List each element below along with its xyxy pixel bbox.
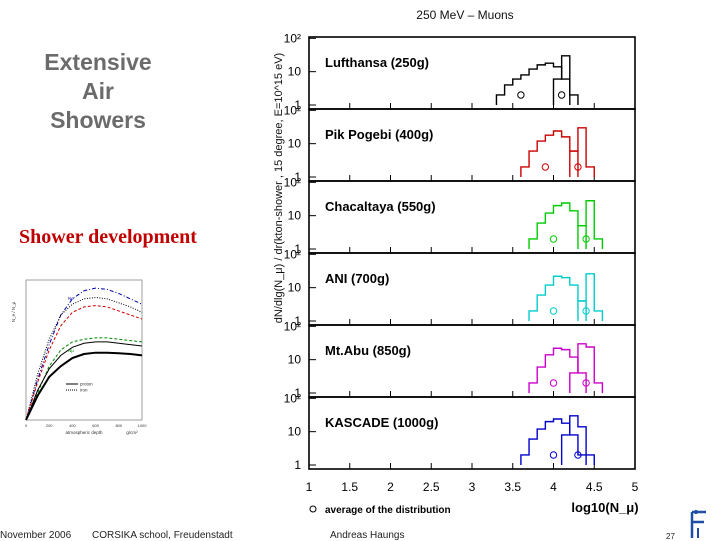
- y-tick-label: 10: [288, 425, 302, 439]
- thumb-legend-label: proton: [80, 382, 93, 387]
- section-label: Shower development: [19, 226, 197, 248]
- page-number: 27: [666, 532, 675, 541]
- average-marker: [574, 163, 582, 171]
- x-tick-label: 4: [550, 480, 557, 494]
- y-tick-label: 1: [294, 98, 301, 112]
- histogram-series-1: [495, 62, 571, 105]
- panel-1: 1 10 10² Lufthansa (250g): [284, 31, 636, 112]
- thumb-series-1: [25, 287, 143, 421]
- thumb-x-tick-label: 600: [92, 423, 99, 428]
- y-tick-label: 1: [294, 314, 301, 328]
- y-tick-label: 10: [288, 209, 302, 223]
- thumb-series-2: [25, 296, 143, 421]
- histogram-series-1: [520, 130, 579, 177]
- y-tick-label: 10²: [284, 175, 301, 189]
- y-tick-label: 1: [294, 242, 301, 256]
- y-tick-label: 1: [294, 386, 301, 400]
- histogram-series-2: [560, 415, 595, 465]
- legend-label: average of the distribution: [325, 505, 451, 516]
- x-tick-label: 2: [387, 480, 394, 494]
- panel-label: KASCADE (1000g): [325, 415, 438, 430]
- y-tick-label: 10: [288, 353, 302, 367]
- y-tick-label: 10: [288, 65, 302, 79]
- slide-title: Extensive Air Showers: [44, 49, 152, 133]
- histogram-series-2: [552, 55, 579, 105]
- shower-development-thumbnail-chart: 0 200 400 600 800 1000 atmospheric depth g/cm² N…: [11, 279, 148, 435]
- thumb-frame: [25, 279, 143, 421]
- y-axis-label: dN/dlg(N_μ) / dr(kton-shower , 15 degree…: [273, 53, 285, 323]
- y-tick-label: 1: [294, 170, 301, 184]
- panel-6: 1 10 10² KASCADE (1000g): [284, 391, 636, 472]
- histogram-series-1: [528, 202, 587, 249]
- panel-2: 1 10 10² Pik Pogebi (400g): [284, 103, 636, 184]
- average-marker: [582, 379, 590, 387]
- thumb-series-5: [25, 341, 143, 421]
- average-marker: [549, 379, 558, 387]
- chart-title: 250 MeV – Muons: [416, 8, 513, 22]
- thumb-x-label: atmospheric depth: [65, 430, 103, 435]
- y-tick-label: 10²: [284, 103, 301, 117]
- x-tick-label: 5: [632, 480, 639, 494]
- x-tick-label: 3.5: [504, 480, 521, 494]
- x-tick-label: 4.5: [586, 480, 603, 494]
- panel-frame: [308, 36, 636, 110]
- muon-histogram-chart: 250 MeV – Muons dN/dlg(N_μ) / dr(kton-sho…: [273, 8, 639, 516]
- panel-5: 1 10 10² Mt.Abu (850g): [284, 319, 636, 400]
- thumb-y-label: N_e / N_μ: [11, 301, 16, 322]
- y-tick-label: 10²: [284, 391, 301, 405]
- thumb-x-tick-label: 0: [25, 423, 28, 428]
- x-tick-label: 1: [306, 480, 313, 494]
- x-axis-label: log10(N_μ): [571, 500, 638, 515]
- y-tick-label: 10²: [284, 319, 301, 333]
- panel-label: Chacaltaya (550g): [325, 199, 436, 214]
- y-tick-label: 10: [288, 281, 302, 295]
- panel-label: ANI (700g): [325, 271, 389, 286]
- y-tick-label: 10: [288, 137, 302, 151]
- x-tick-label: 3: [469, 480, 476, 494]
- average-marker: [574, 451, 582, 459]
- x-tick-label: 2.5: [423, 480, 440, 494]
- footer-event: CORSIKA school, Freudenstadt: [92, 530, 233, 541]
- y-tick-label: 10²: [284, 31, 301, 45]
- thumb-series-6: [25, 351, 143, 421]
- legend-marker: [309, 505, 317, 513]
- average-marker: [557, 91, 566, 99]
- histogram-series-2: [577, 200, 604, 249]
- footer-author: Andreas Haungs: [330, 530, 405, 541]
- panel-3: 1 10 10² Chacaltaya (550g): [284, 175, 636, 256]
- histogram-series-2: [569, 127, 595, 177]
- thumb-annotation-nmu: Nμ: [68, 348, 74, 353]
- thumb-series-3: [25, 305, 143, 421]
- average-marker: [582, 235, 590, 243]
- panel-label: Pik Pogebi (400g): [325, 127, 433, 142]
- average-marker: [549, 235, 558, 243]
- average-marker: [517, 91, 525, 99]
- average-marker: [541, 163, 550, 171]
- histogram-series-2: [577, 273, 604, 321]
- histogram-series-2: [569, 343, 604, 393]
- thumb-annotation-ne: Ne: [68, 296, 74, 301]
- thumb-x-tick-label: 800: [115, 423, 122, 428]
- thumb-x-tick-label: 200: [46, 423, 53, 428]
- institute-logo-icon: [690, 510, 706, 538]
- average-marker: [549, 451, 558, 459]
- thumb-x-tick-label: 400: [69, 423, 76, 428]
- x-tick-label: 1.5: [341, 480, 358, 494]
- panel-label: Lufthansa (250g): [325, 55, 429, 70]
- panel-label: Mt.Abu (850g): [325, 343, 411, 358]
- histogram-series-1: [528, 275, 587, 321]
- y-tick-label: 10²: [284, 247, 301, 261]
- thumb-x-unit: g/cm²: [126, 430, 138, 435]
- thumb-legend-label: iron: [80, 388, 88, 393]
- panel-4: 1 10 10² ANI (700g): [284, 247, 636, 328]
- histogram-series-1: [520, 418, 587, 465]
- y-tick-label: 1: [294, 458, 301, 472]
- average-marker: [549, 307, 558, 315]
- footer-date: November 2006: [0, 530, 72, 541]
- average-marker: [582, 307, 590, 315]
- thumb-x-tick-label: 1000: [138, 423, 148, 428]
